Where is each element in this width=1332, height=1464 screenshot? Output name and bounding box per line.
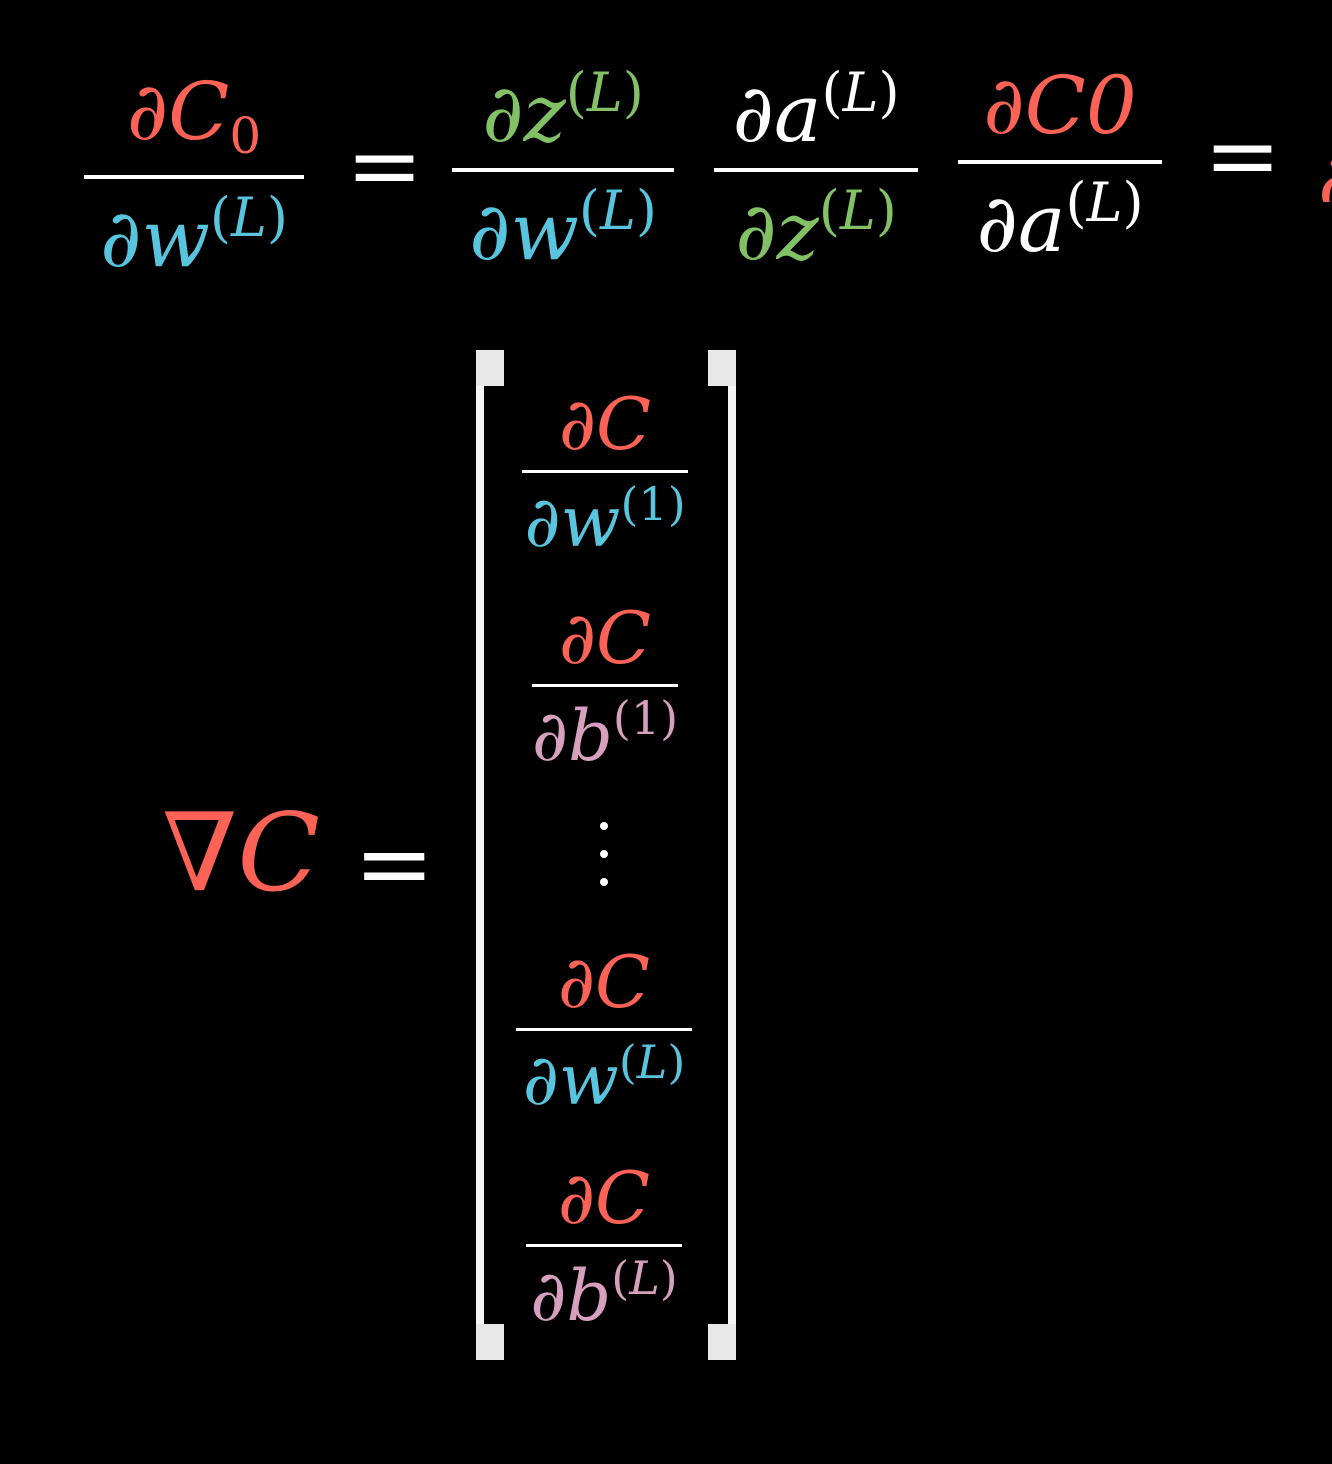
cost-symbol: C <box>168 65 230 158</box>
dc0-numerator: ∂C0 <box>983 59 1137 152</box>
fraction-bar <box>516 1028 692 1031</box>
vector-entry: ∂C ∂b(1) <box>532 602 678 771</box>
equals-sign: = <box>346 112 424 219</box>
da-numerator: ∂a(L) <box>732 61 900 160</box>
vector-entry: ∂C ∂b(L) <box>526 1162 682 1331</box>
fraction-bar <box>452 168 674 172</box>
lhs-numerator: ∂C0 <box>127 72 261 162</box>
vector-entry: ∂C ∂w(1) <box>522 388 688 557</box>
dw-denominator: ∂w(L) <box>469 179 657 278</box>
left-bracket <box>476 350 506 1360</box>
entry-denominator: ∂b(1) <box>531 691 679 777</box>
entry-denominator: ∂w(1) <box>524 477 686 563</box>
entry-numerator: ∂C <box>558 382 652 466</box>
entry-numerator: ∂C <box>557 1156 651 1240</box>
dz-dw-fraction: ∂z(L) ∂w(L) <box>452 66 674 272</box>
da-denominator: ∂a(L) <box>976 171 1144 270</box>
fraction-bar <box>526 1244 682 1247</box>
dz-numerator: ∂z(L) <box>482 61 644 160</box>
da-dz-fraction: ∂a(L) ∂z(L) <box>714 66 918 272</box>
equals-sign: = <box>354 808 435 920</box>
lhs-fraction: ∂C0 ∂w(L) <box>84 72 304 279</box>
layer-superscript: (L) <box>209 186 288 249</box>
cost-symbol: C <box>237 791 321 916</box>
weight-symbol: w <box>141 192 210 285</box>
entry-denominator: ∂b(L) <box>530 1251 678 1337</box>
entry-numerator: ∂C <box>558 596 652 680</box>
equals-sign-2: = <box>1204 102 1282 209</box>
vector-entry: ∂C ∂w(L) <box>516 946 692 1115</box>
clipped-partial-glyph: ∂ <box>1318 142 1332 202</box>
dc-da-fraction: ∂C0 ∂a(L) <box>958 66 1162 264</box>
gradient-lhs: ∇C <box>162 800 320 908</box>
nabla-symbol: ∇ <box>162 791 238 916</box>
entry-numerator: ∂C <box>557 940 651 1024</box>
lhs-denominator: ∂w(L) <box>100 191 288 279</box>
vertical-ellipsis <box>598 822 610 892</box>
fraction-bar <box>522 470 688 473</box>
cost-subscript: 0 <box>229 107 262 165</box>
fraction-bar <box>714 168 918 172</box>
fraction-bar <box>532 684 678 687</box>
fraction-bar <box>958 160 1162 164</box>
fraction-bar <box>84 175 304 179</box>
right-bracket <box>706 350 736 1360</box>
dz-denominator: ∂z(L) <box>735 179 897 278</box>
entry-denominator: ∂w(L) <box>522 1035 686 1121</box>
partial-symbol: ∂ <box>100 192 142 285</box>
partial-symbol: ∂ <box>126 65 169 158</box>
